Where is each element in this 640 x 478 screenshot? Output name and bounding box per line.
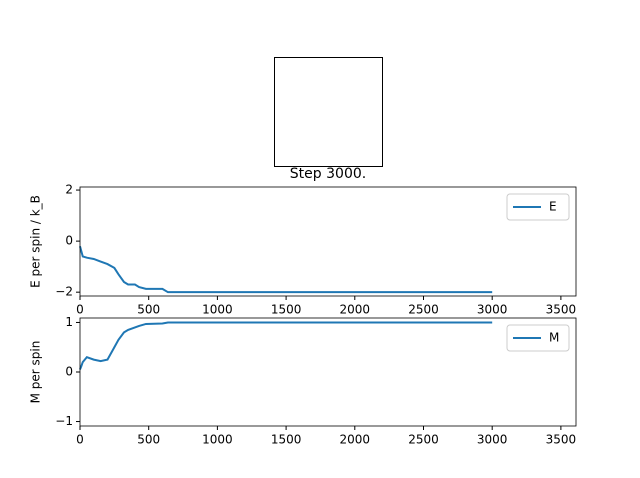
y-tick-label: 2 [65,183,73,197]
x-tick-label: 0 [76,303,84,317]
x-tick-label: 3000 [477,433,508,447]
axes-frame [79,317,577,427]
x-tick-label: 2000 [340,303,371,317]
x-tick-label: 500 [137,433,160,447]
y-tick-label: 0 [65,365,73,379]
y-tick-label: 1 [65,315,73,329]
y-axis-label: M per spin [29,341,43,404]
lattice-image-frame [274,57,383,167]
x-tick-label: 2500 [408,303,439,317]
legend-label: M [549,331,559,345]
y-tick-label: 0 [65,234,73,248]
data-line [79,321,493,370]
x-tick-label: 3500 [546,303,577,317]
y-tick-label: −2 [55,285,73,299]
chart-title: Step 3000. [290,166,366,182]
x-tick-label: 3500 [546,433,577,447]
x-tick-label: 0 [76,433,84,447]
x-tick-label: 2500 [408,433,439,447]
y-axis-label: E per spin / k_B [29,195,43,288]
y-tick-label: −1 [55,414,73,428]
data-line [79,245,493,294]
axes-frame [79,186,577,297]
x-tick-label: 2000 [340,433,371,447]
x-tick-label: 1000 [202,433,233,447]
x-tick-label: 1500 [271,433,302,447]
x-tick-label: 1500 [271,303,302,317]
x-tick-label: 3000 [477,303,508,317]
x-tick-label: 1000 [202,303,233,317]
legend-label: E [549,200,557,214]
x-tick-label: 500 [137,303,160,317]
